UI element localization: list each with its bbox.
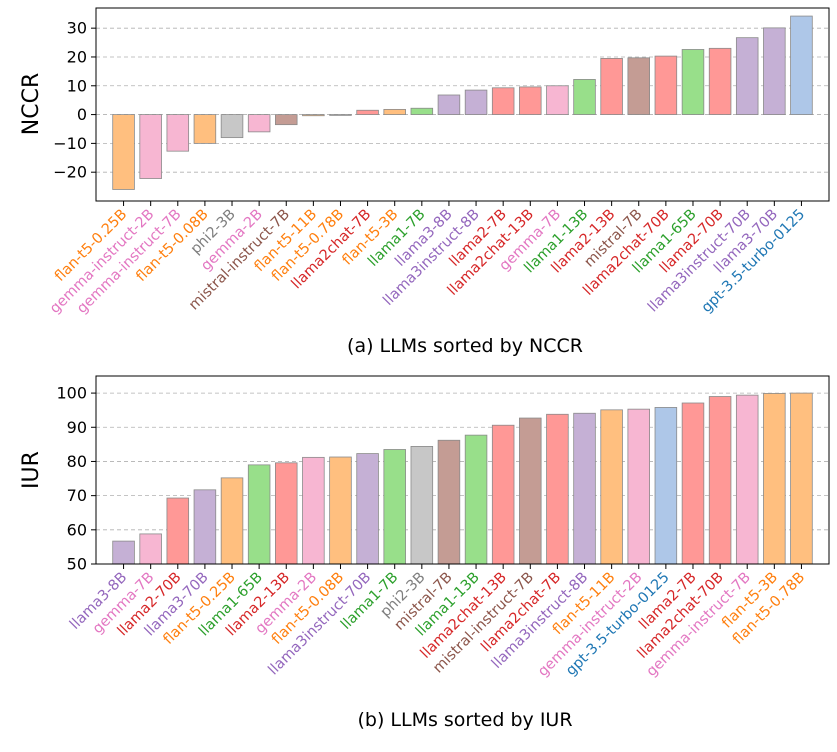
bars <box>112 392 813 565</box>
bar-llama1-13b <box>573 79 596 115</box>
bar-flan-t5-0-25b <box>220 477 244 565</box>
bar-llama3instruct-8b <box>573 412 596 565</box>
bar-gemma-instruct-2b <box>627 408 650 565</box>
grid-lines <box>96 27 829 173</box>
y-tick-label: 100 <box>56 384 87 403</box>
y-tick-label: −20 <box>53 163 87 182</box>
bar-llama2chat-70b <box>654 55 678 115</box>
bar-gemma-instruct-2b <box>139 114 162 179</box>
bar-flan-t5-3b <box>383 108 406 115</box>
y-tick-label: 20 <box>67 47 87 66</box>
bar-mistral-instruct-7b <box>519 417 542 565</box>
bar-llama2-70b <box>166 497 190 565</box>
bar-gemma-instruct-7b <box>166 114 190 152</box>
plot-frame <box>95 375 830 565</box>
bar-flan-t5-0-78b <box>329 114 352 116</box>
bar-flan-t5-0-25b <box>112 114 135 190</box>
chart-iur: 50 60 70 80 90 100 llama3-8Bgemma-7Bllama2-70… <box>19 375 830 731</box>
y-axis-label: IUR <box>19 451 44 489</box>
bar-gpt-3-5-turbo-0125 <box>790 15 813 115</box>
x-axis: llama3-8Bgemma-7Bllama2-70Bllama3-70Bfla… <box>67 564 808 680</box>
bar-llama3instruct-8b <box>464 89 488 115</box>
y-tick-label: −10 <box>53 134 87 153</box>
grid-lines <box>96 392 829 565</box>
bar-llama2chat-7b <box>546 413 569 565</box>
bars <box>112 15 813 190</box>
y-axis-label: NCCR <box>19 73 44 135</box>
bar-llama2chat-70b <box>708 396 732 565</box>
bar-flan-t5-0-08b <box>329 456 352 565</box>
bar-llama2-7b <box>681 402 705 565</box>
chart-caption: (b) LLMs sorted by IUR <box>357 709 572 731</box>
bar-flan-t5-0-78b <box>790 392 813 565</box>
y-axis: −20 −10 0 10 20 30 <box>53 19 96 182</box>
y-tick-label: 90 <box>67 418 87 437</box>
bar-phi2-3b <box>220 114 244 139</box>
bar-llama2-13b <box>600 58 623 115</box>
y-tick-label: 60 <box>67 520 87 539</box>
x-axis: flan-t5-0.25Bgemma-instruct-2Bgemma-inst… <box>47 201 808 317</box>
y-tick-label: 70 <box>67 486 87 505</box>
bar-gpt-3-5-turbo-0125 <box>654 407 678 565</box>
bar-llama3-70b <box>193 489 217 565</box>
bar-llama2chat-13b <box>519 86 542 115</box>
chart-caption: (a) LLMs sorted by NCCR <box>347 335 583 357</box>
bar-llama1-65b <box>247 464 271 565</box>
bar-gemma-instruct-7b <box>735 394 759 565</box>
bar-llama2-7b <box>491 87 515 115</box>
bar-llama2-13b <box>275 462 298 565</box>
bar-mistral-7b <box>627 57 650 115</box>
bar-llama1-13b <box>464 434 488 565</box>
bar-llama3-8b <box>112 540 135 565</box>
y-tick-label: 0 <box>77 105 87 124</box>
bar-llama3instruct-70b <box>356 453 379 565</box>
y-tick-label: 80 <box>67 452 87 471</box>
bar-phi2-3b <box>410 446 434 565</box>
bar-gemma-7b <box>139 533 162 565</box>
bar-flan-t5-0-08b <box>193 114 217 144</box>
bar-llama3-70b <box>763 27 786 115</box>
y-tick-label: 30 <box>67 19 87 38</box>
bar-llama1-7b <box>383 449 406 565</box>
bar-llama1-65b <box>681 49 705 115</box>
bar-llama1-7b <box>410 107 434 115</box>
y-tick-label: 50 <box>67 555 87 574</box>
bar-gemma-7b <box>546 85 569 115</box>
chart-nccr: −20 −10 0 10 20 30 flan-t5-0.25Bgemma-instruc… <box>19 7 830 357</box>
bar-flan-t5-11b <box>302 114 325 117</box>
bar-llama3instruct-70b <box>735 37 759 115</box>
bar-gemma-2b <box>247 114 271 133</box>
bar-llama3-8b <box>437 94 461 115</box>
y-tick-label: 10 <box>67 76 87 95</box>
bar-mistral-instruct-7b <box>275 114 298 126</box>
plot-frame <box>95 7 830 202</box>
bar-flan-t5-11b <box>600 409 623 565</box>
bar-mistral-7b <box>437 439 461 565</box>
bar-flan-t5-3b <box>763 393 786 565</box>
bar-llama2chat-7b <box>356 109 379 115</box>
bar-llama2-70b <box>708 47 732 115</box>
bar-llama2chat-13b <box>491 424 515 565</box>
y-axis: 50 60 70 80 90 100 <box>56 384 96 574</box>
bar-gemma-2b <box>302 456 325 565</box>
